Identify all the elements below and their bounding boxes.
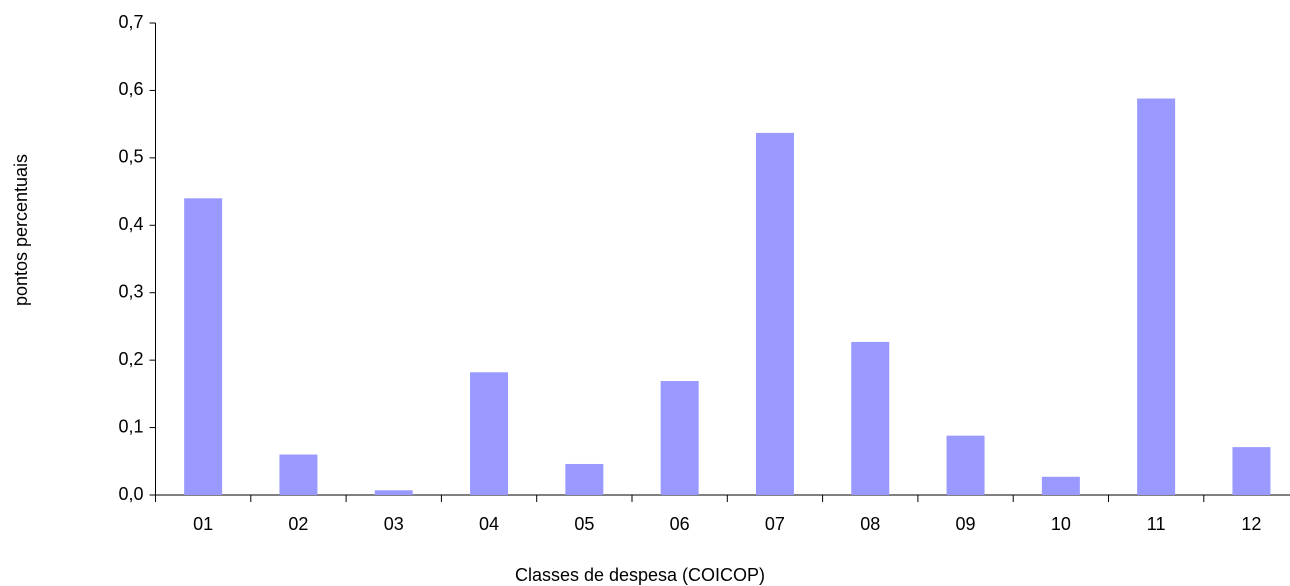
bar <box>374 490 413 495</box>
x-axis-title: Classes de despesa (COICOP) <box>515 565 765 585</box>
x-tick-label: 09 <box>956 514 976 534</box>
y-tick-label: 0,2 <box>118 349 143 369</box>
bar <box>1232 447 1271 495</box>
bar <box>184 198 223 496</box>
bar <box>279 454 318 495</box>
x-tick-label: 07 <box>765 514 785 534</box>
bar <box>565 463 604 495</box>
y-axis-title: pontos percentuais <box>11 154 31 306</box>
y-tick-label: 0,5 <box>118 147 143 167</box>
y-tick-label: 0,3 <box>118 281 143 301</box>
y-tick-label: 0,6 <box>118 79 143 99</box>
y-tick-label: 0,7 <box>118 12 143 32</box>
bar <box>755 132 794 495</box>
x-tick-label: 04 <box>479 514 499 534</box>
bar <box>851 341 890 495</box>
y-tick-label: 0,0 <box>118 484 143 504</box>
bar <box>470 372 509 495</box>
x-tick-label: 10 <box>1051 514 1071 534</box>
x-tick-label: 06 <box>670 514 690 534</box>
x-tick-label: 12 <box>1241 514 1261 534</box>
x-tick-label: 02 <box>288 514 308 534</box>
bar <box>660 381 699 495</box>
y-tick-label: 0,4 <box>118 214 143 234</box>
x-tick-label: 08 <box>860 514 880 534</box>
x-tick-label: 01 <box>193 514 213 534</box>
x-tick-label: 11 <box>1147 514 1166 534</box>
x-tick-label: 05 <box>574 514 594 534</box>
x-tick-label: 03 <box>384 514 404 534</box>
bar <box>1137 98 1176 496</box>
bar <box>946 435 985 495</box>
bar <box>1041 476 1080 495</box>
y-tick-label: 0,1 <box>118 416 143 436</box>
